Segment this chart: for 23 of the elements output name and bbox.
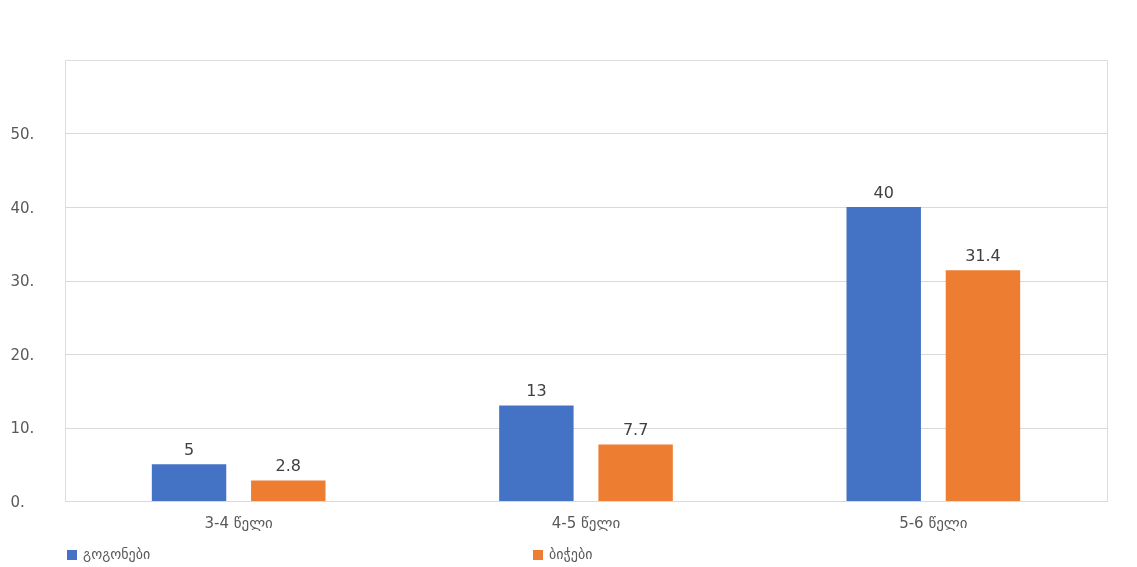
data-label: 2.8	[275, 456, 302, 476]
bar	[499, 405, 574, 501]
bar	[945, 270, 1021, 501]
bar	[846, 207, 921, 501]
x-tick-label: 3-4 წელი	[204, 513, 274, 532]
y-tick-label: 20.	[10, 345, 35, 364]
y-tick-label: 50.	[10, 125, 35, 143]
bar	[151, 464, 227, 501]
bar	[598, 444, 673, 501]
legend-label: ბიჭები	[549, 546, 593, 562]
y-tick-label: 30.	[10, 272, 35, 290]
data-label: 5	[183, 440, 195, 460]
y-tick-label: 0.	[10, 492, 25, 511]
bar	[251, 480, 326, 501]
data-label: 40	[873, 183, 894, 202]
y-tick-label: 10.	[10, 419, 35, 437]
data-label: 13	[526, 381, 547, 401]
data-label: 7.7	[622, 420, 649, 440]
legend-label: გოგონები	[83, 546, 151, 562]
x-tick-label: 5-6 წელი	[899, 513, 968, 532]
data-label: 31.4	[965, 246, 1001, 266]
x-tick-label: 4-5 წელი	[551, 513, 621, 532]
y-tick-label: 40.	[10, 198, 35, 217]
